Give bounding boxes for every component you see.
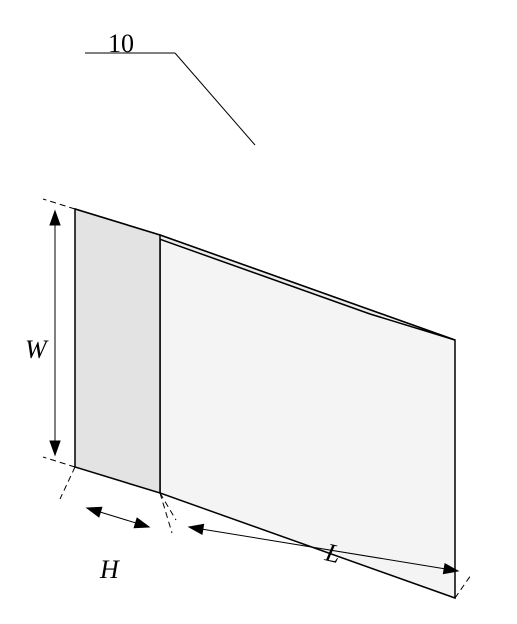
extension-line: [160, 493, 172, 533]
face-left: [75, 209, 160, 493]
extension-line: [455, 575, 471, 598]
extension-line: [43, 457, 75, 467]
label-H: H: [99, 555, 120, 584]
label-W: W: [25, 335, 49, 364]
callout-leader: [175, 53, 255, 145]
callout-label: 10: [108, 29, 134, 58]
extension-line: [43, 199, 75, 209]
extension-line: [60, 467, 75, 499]
